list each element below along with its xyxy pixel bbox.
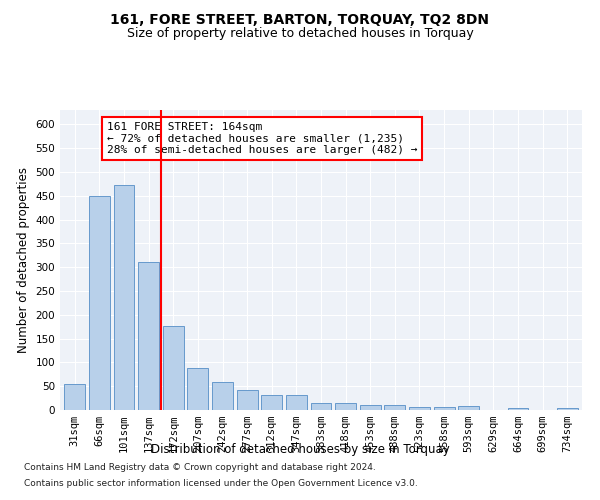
Text: 161, FORE STREET, BARTON, TORQUAY, TQ2 8DN: 161, FORE STREET, BARTON, TORQUAY, TQ2 8… (110, 12, 490, 26)
Bar (89, 196, 110, 410)
Bar (434, 407, 455, 410)
Text: 161 FORE STREET: 164sqm
← 72% of detached houses are smaller (1,235)
28% of semi: 161 FORE STREET: 164sqm ← 72% of detache… (107, 122, 417, 155)
Text: Contains public sector information licensed under the Open Government Licence v3: Contains public sector information licen… (24, 478, 418, 488)
Y-axis label: Number of detached properties: Number of detached properties (17, 167, 30, 353)
Bar (385, 405, 406, 410)
Bar (236, 390, 257, 410)
Bar (458, 406, 479, 410)
Bar (261, 395, 282, 410)
Bar (163, 326, 184, 410)
Bar (409, 407, 430, 410)
Bar (64, 384, 85, 410)
Bar (335, 403, 356, 410)
Bar (557, 408, 578, 410)
Bar (138, 262, 159, 410)
Bar (286, 395, 307, 410)
Text: Size of property relative to detached houses in Torquay: Size of property relative to detached ho… (127, 28, 473, 40)
Bar (212, 382, 233, 410)
Bar (187, 368, 208, 410)
Bar (311, 403, 331, 410)
Text: Distribution of detached houses by size in Torquay: Distribution of detached houses by size … (151, 442, 449, 456)
Bar (508, 408, 529, 410)
Bar (113, 185, 134, 410)
Text: Contains HM Land Registry data © Crown copyright and database right 2024.: Contains HM Land Registry data © Crown c… (24, 464, 376, 472)
Bar (360, 405, 381, 410)
